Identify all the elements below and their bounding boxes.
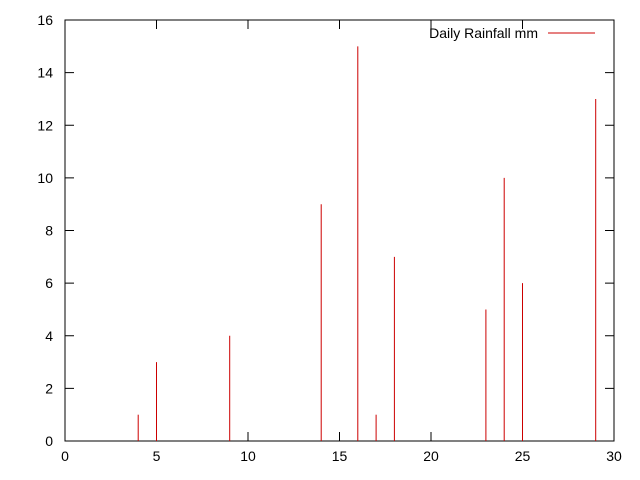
y-tick-label: 8 <box>45 223 53 239</box>
y-tick-label: 10 <box>37 170 53 186</box>
y-tick-label: 12 <box>37 117 53 133</box>
x-tick-label: 15 <box>332 448 348 464</box>
x-tick-label: 30 <box>606 448 622 464</box>
y-tick-label: 14 <box>37 65 53 81</box>
axis-ticks <box>64 19 615 442</box>
x-tick-label: 5 <box>153 448 161 464</box>
x-axis-tick-labels: 0 5 10 15 20 25 30 <box>61 448 622 464</box>
y-tick-label: 0 <box>45 433 53 449</box>
y-tick-label: 4 <box>45 328 53 344</box>
rainfall-bars <box>137 46 597 441</box>
y-tick-label: 6 <box>45 275 53 291</box>
legend-label: Daily Rainfall mm <box>429 25 538 41</box>
x-tick-label: 10 <box>240 448 256 464</box>
legend: Daily Rainfall mm <box>429 25 595 41</box>
x-tick-label: 25 <box>515 448 531 464</box>
y-axis-tick-labels: 0 2 4 6 8 10 12 14 16 <box>37 12 53 449</box>
x-tick-label: 0 <box>61 448 69 464</box>
y-tick-label: 2 <box>45 380 53 396</box>
x-tick-label: 20 <box>423 448 439 464</box>
plot-frame <box>64 19 615 442</box>
y-tick-label: 16 <box>37 12 53 28</box>
